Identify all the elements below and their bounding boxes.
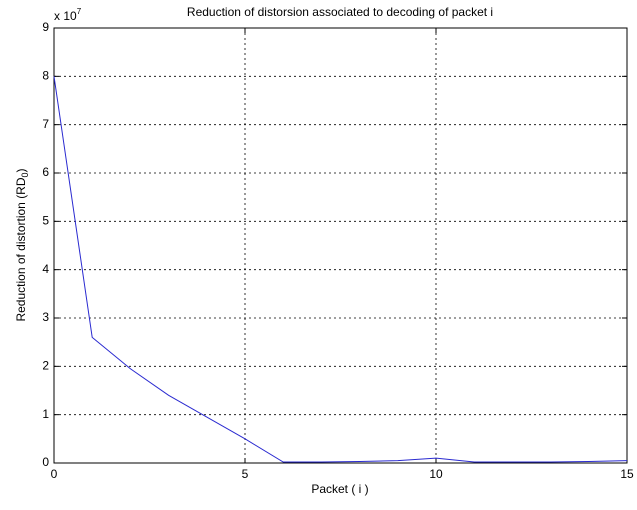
x-tick-label: 10 (429, 467, 443, 481)
chart-title: Reduction of distorsion associated to de… (187, 5, 493, 19)
y-multiplier-base: x 10 (54, 9, 77, 23)
plot-frame (53, 27, 628, 464)
y-axis-label: Reduction of distortion (RD0) (14, 168, 30, 321)
y-multiplier: x 107 (54, 7, 82, 23)
y-tick-label: 2 (42, 359, 49, 373)
y-tick-label: 3 (42, 310, 49, 324)
y-tick-label: 0 (42, 455, 49, 469)
x-tick-label: 5 (242, 467, 249, 481)
y-multiplier-exp: 7 (77, 7, 82, 16)
y-tick-label: 1 (42, 407, 49, 421)
y-tick-label: 9 (42, 20, 49, 34)
y-tick-label: 7 (42, 117, 49, 131)
y-label-sub: 0 (20, 172, 30, 177)
y-label-main: Reduction of distortion (RD (14, 177, 28, 321)
data-line (53, 76, 628, 463)
y-label-end: ) (14, 168, 28, 172)
y-tick-label: 6 (42, 165, 49, 179)
x-tick-label: 0 (51, 467, 58, 481)
y-tick-label: 5 (42, 214, 49, 228)
x-tick-label: 15 (620, 467, 634, 481)
y-tick-label: 4 (42, 262, 49, 276)
y-tick-label: 8 (42, 69, 49, 83)
x-axis-label: Packet ( i ) (311, 482, 368, 496)
